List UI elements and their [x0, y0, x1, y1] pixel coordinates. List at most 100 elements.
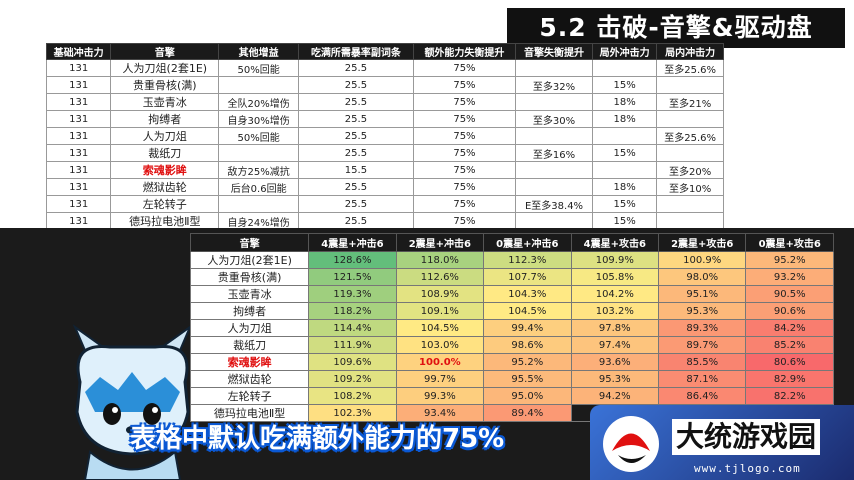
- buff-table-cell: [515, 127, 593, 145]
- buff-header-cell: 局内冲击力: [656, 43, 724, 60]
- logo-icon: [603, 416, 659, 472]
- buff-wengine-name: 索魂影眸: [110, 161, 220, 179]
- dps-value-cell: 104.2%: [570, 285, 660, 303]
- dps-value-cell: 114.4%: [308, 319, 397, 337]
- buff-table-cell: 敌方25%减抗: [218, 161, 300, 179]
- dps-table-row: 人为刀俎 114.4% 104.5% 99.4% 97.8% 89.3% 84.2%: [189, 319, 834, 337]
- dps-value-cell: 103.2%: [570, 302, 660, 320]
- dps-value-cell: 86.4%: [657, 387, 747, 405]
- buff-table-row: 131 德玛拉电池Ⅱ型 自身24%增伤 25.5 75% 15%: [45, 212, 724, 230]
- dps-value-cell: 100.0%: [395, 353, 485, 371]
- dps-value-cell: 107.7%: [483, 268, 572, 286]
- dps-header-cell: 0震星+攻击6: [745, 233, 834, 252]
- buff-table-cell: 75%: [412, 178, 517, 196]
- buff-table-header-row: 基础冲击力 音擎 其他增益 吃满所需暴率副词条 额外能力失衡提升 音擎失衡提升 局外冲击力局…: [45, 43, 724, 60]
- buff-table-cell: 至多30%: [515, 110, 593, 128]
- dps-value-cell: 93.6%: [570, 353, 660, 371]
- buff-table-cell: 全队20%增伤: [218, 93, 300, 111]
- dps-value-cell: 89.4%: [483, 404, 572, 422]
- page-title: 5.2 击破-音擎&驱动盘: [507, 8, 845, 48]
- buff-table-cell: 131: [45, 212, 112, 230]
- buff-table-cell: 18%: [591, 93, 658, 111]
- buff-wengine-name: 燃狱齿轮: [110, 178, 220, 196]
- buff-table-cell: 25.5: [298, 59, 414, 77]
- buff-table-cell: 15%: [591, 144, 658, 162]
- buff-table-cell: 75%: [412, 212, 517, 230]
- buff-wengine-name: 人为刀俎(2套1E): [110, 59, 220, 77]
- dps-value-cell: 111.9%: [308, 336, 397, 354]
- dps-value-cell: 97.8%: [570, 319, 660, 337]
- buff-table-cell: 75%: [412, 127, 517, 145]
- buff-table-cell: [656, 212, 724, 230]
- buff-table-cell: 25.5: [298, 127, 414, 145]
- buff-table-cell: 至多16%: [515, 144, 593, 162]
- buff-table-cell: 25.5: [298, 144, 414, 162]
- buff-table-cell: 后台0.6回能: [218, 178, 300, 196]
- buff-table-cell: 131: [45, 59, 112, 77]
- buff-table-cell: 75%: [412, 76, 517, 94]
- buff-table-cell: E至多38.4%: [515, 195, 593, 213]
- buff-table-cell: [656, 76, 724, 94]
- dps-wengine-name: 德玛拉电池Ⅱ型: [189, 404, 310, 422]
- dps-table-row: 人为刀俎(2套1E) 128.6% 118.0% 112.3% 109.9% 100.9%…: [189, 251, 834, 269]
- dps-value-cell: 89.7%: [657, 336, 747, 354]
- buff-table-cell: 18%: [591, 178, 658, 196]
- dps-wengine-name: 人为刀俎: [189, 319, 310, 337]
- dps-table-body: 人为刀俎(2套1E) 128.6% 118.0% 112.3% 109.9% 100.9%…: [189, 251, 834, 422]
- buff-table-cell: 50%回能: [218, 59, 300, 77]
- buff-table-cell: 至多20%: [656, 161, 724, 179]
- dps-value-cell: 109.9%: [570, 251, 660, 269]
- buff-table-body: 131 人为刀俎(2套1E) 50%回能 25.5 75% 至多25.6% 131 贵重骨核(…: [45, 59, 724, 230]
- buff-table-cell: [656, 144, 724, 162]
- dps-wengine-name: 人为刀俎(2套1E): [189, 251, 310, 269]
- dps-wengine-name: 燃狱齿轮: [189, 370, 310, 388]
- dps-value-cell: 95.3%: [570, 370, 660, 388]
- buff-table-cell: [656, 195, 724, 213]
- buff-table-cell: 至多25.6%: [656, 127, 724, 145]
- dps-value-cell: 89.3%: [657, 319, 747, 337]
- buff-table-cell: [515, 161, 593, 179]
- dps-wengine-name: 索魂影眸: [189, 353, 310, 371]
- dps-header-cell: 2震星+冲击6: [395, 233, 485, 252]
- watermark-logo: 大统游戏园 www.tjlogo.com: [590, 405, 854, 480]
- dps-value-cell: 90.6%: [745, 302, 834, 320]
- buff-table-cell: 131: [45, 178, 112, 196]
- dps-wengine-name: 左轮转子: [189, 387, 310, 405]
- dps-value-cell: 99.7%: [395, 370, 485, 388]
- buff-table-cell: 131: [45, 93, 112, 111]
- buff-table-cell: 131: [45, 195, 112, 213]
- buff-table-cell: 至多25.6%: [656, 59, 724, 77]
- buff-table-row: 131 人为刀俎(2套1E) 50%回能 25.5 75% 至多25.6%: [45, 59, 724, 77]
- buff-wengine-name: 裁纸刀: [110, 144, 220, 162]
- buff-table-cell: 75%: [412, 93, 517, 111]
- dps-value-cell: 95.2%: [483, 353, 572, 371]
- buff-wengine-name: 玉壶青冰: [110, 93, 220, 111]
- dps-value-cell: 108.2%: [308, 387, 397, 405]
- buff-table-cell: 自身24%增伤: [218, 212, 300, 230]
- dps-value-cell: 80.6%: [745, 353, 834, 371]
- dps-value-cell: 97.4%: [570, 336, 660, 354]
- dps-value-cell: 109.2%: [308, 370, 397, 388]
- buff-table-row: 131 贵重骨核(满) 25.5 75% 至多32% 15%: [45, 76, 724, 94]
- dps-value-cell: 104.3%: [483, 285, 572, 303]
- dps-value-cell: 90.5%: [745, 285, 834, 303]
- dps-table-row: 拘缚者 118.2% 109.1% 104.5% 103.2% 95.3% 90.6%: [189, 302, 834, 320]
- dps-wengine-name: 玉壶青冰: [189, 285, 310, 303]
- dps-value-cell: 87.1%: [657, 370, 747, 388]
- buff-table-cell: 至多32%: [515, 76, 593, 94]
- dps-value-cell: 118.0%: [395, 251, 485, 269]
- buff-table-cell: 25.5: [298, 178, 414, 196]
- dps-value-cell: 93.4%: [395, 404, 485, 422]
- logo-name: 大统游戏园: [672, 419, 821, 455]
- dps-table: 音擎 4震星+冲击6 2震星+冲击6 0震星+冲击6 4震星+攻击6 2震星+攻击6 0震星…: [189, 233, 834, 422]
- buff-table-cell: [218, 144, 300, 162]
- caption-subtitle: 表格中默认吃满额外能力的75%: [130, 424, 505, 454]
- buff-table-cell: 15%: [591, 195, 658, 213]
- buff-table-cell: 25.5: [298, 93, 414, 111]
- dps-value-cell: 108.9%: [395, 285, 485, 303]
- dps-value-cell: 95.0%: [483, 387, 572, 405]
- buff-table-cell: 15.5: [298, 161, 414, 179]
- dps-wengine-name: 裁纸刀: [189, 336, 310, 354]
- dps-value-cell: 94.2%: [570, 387, 660, 405]
- buff-header-cell: 额外能力失衡提升: [412, 43, 517, 60]
